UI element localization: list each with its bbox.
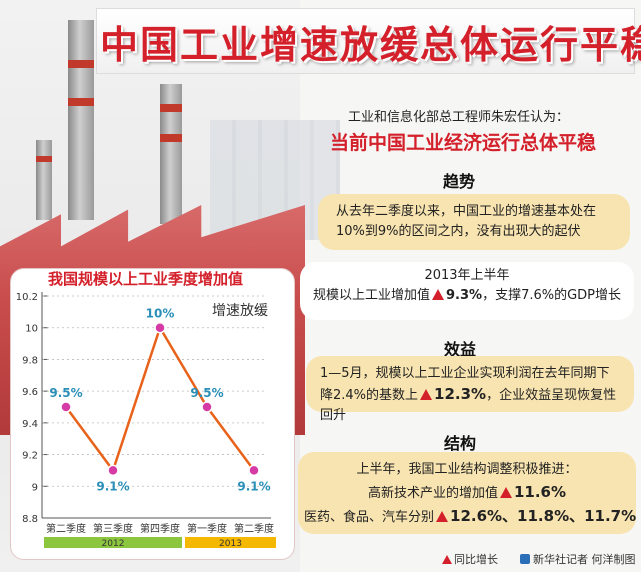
data-point (60, 401, 72, 413)
data-point (154, 321, 166, 334)
chimney-center (160, 84, 182, 224)
intro-line-1: 工业和信息化部总工程师朱宏任认为： (348, 110, 570, 125)
y-tick-label: 8.8 (22, 514, 38, 525)
h1-2013-text-after: ，支撑7.6%的GDP增长 (482, 288, 622, 303)
chart-subtitle: 增速放缓 (212, 303, 268, 319)
up-arrow-icon (499, 487, 512, 498)
data-label: 10% (146, 307, 175, 321)
benefit-heading: 效益 (444, 340, 477, 359)
trend-card: 从去年二季度以来，中国工业的增速基本处在10%到9%的区间之内，没有出现大的起伏 (318, 194, 630, 250)
year-band (185, 537, 276, 548)
trend-text: 从去年二季度以来，中国工业的增速基本处在10%到9%的区间之内，没有出现大的起伏 (336, 204, 597, 239)
up-arrow-icon (442, 555, 452, 564)
data-label: 9.5% (190, 386, 223, 400)
structure-line-2: 高新技术产业的增加值 11.6% (304, 481, 630, 505)
year-band (44, 537, 182, 548)
structure-heading: 结构 (444, 434, 477, 453)
chimney-small (36, 140, 52, 220)
data-label: 9.5% (49, 386, 82, 400)
benefit-text-before: 1—5月，规模以上工业企业实现利润在去年同期下降2.4%的基数上 (320, 366, 610, 403)
title-banner (96, 8, 635, 74)
chimney-left (68, 20, 94, 220)
data-point (107, 464, 119, 477)
legend-up-text: 同比增长 (454, 553, 498, 566)
data-label: 9.1% (237, 479, 270, 493)
structure-line-3: 医药、食品、汽车分别 12.6%、11.8%、11.7% (304, 505, 636, 529)
benefit-card: 1—5月，规模以上工业企业实现利润在去年同期下降2.4%的基数上 12.3%，企业… (306, 356, 634, 423)
x-tick-label: 第四季度 (140, 522, 180, 535)
intro-line-2: 当前中国工业经济运行总体平稳 (330, 132, 597, 154)
benefit-value: 12.3% (434, 385, 487, 403)
page-title: 中国工业增速放缓总体运行平稳 (100, 23, 641, 67)
h1-2013-line: 规模以上工业增加值 9.3%，支撑7.6%的GDP增长 (308, 286, 626, 306)
structure-line-3-values: 12.6%、11.8%、11.7% (450, 507, 637, 525)
legend-source: 新华社记者 何洋制图 (520, 551, 636, 567)
y-tick-label: 10.2 (16, 292, 38, 303)
year-label: 2013 (219, 539, 242, 549)
y-tick-label: 9.8 (22, 355, 38, 366)
h1-2013-value: 9.3% (446, 288, 483, 303)
h1-2013-heading: 2013年上半年 (424, 268, 510, 283)
y-tick-label: 9.6 (22, 387, 38, 398)
x-tick-label: 第一季度 (187, 522, 227, 535)
y-tick-label: 10 (25, 324, 38, 335)
y-tick-label: 9 (32, 482, 38, 493)
benefit-text-after: ，企业效益呈现恢复性回升 (320, 388, 617, 423)
y-tick-label: 9.4 (22, 419, 38, 430)
legend-up: 同比增长 (440, 551, 498, 567)
structure-line-2-text: 高新技术产业的增加值 (367, 486, 498, 501)
up-arrow-icon (420, 389, 433, 400)
h1-2013-text-before: 规模以上工业增加值 (312, 288, 430, 303)
year-label: 2012 (102, 539, 125, 549)
chart-panel (10, 268, 295, 560)
data-point (201, 401, 213, 413)
source-logo-icon (520, 554, 530, 564)
data-point (248, 464, 260, 477)
x-tick-label: 第二季度 (46, 522, 86, 535)
data-label: 9.1% (96, 479, 129, 493)
x-tick-label: 第三季度 (93, 522, 133, 535)
up-arrow-icon (432, 289, 444, 300)
trend-heading: 趋势 (443, 172, 476, 191)
structure-line-3-text: 医药、食品、汽车分别 (304, 510, 435, 525)
h1-2013-card: 2013年上半年 规模以上工业增加值 9.3%，支撑7.6%的GDP增长 (300, 262, 634, 320)
up-arrow-icon (436, 511, 449, 522)
chart-title: 我国规模以上工业季度增加值 (48, 270, 244, 288)
x-tick-label: 第二季度 (234, 522, 274, 535)
source-text: 新华社记者 何洋制图 (533, 553, 636, 566)
y-tick-label: 9.2 (22, 451, 38, 462)
structure-line-2-value: 11.6% (513, 483, 567, 501)
structure-card: 上半年，我国工业结构调整积极推进： 高新技术产业的增加值 11.6% 医药、食品、… (298, 452, 636, 534)
series-line (64, 324, 256, 474)
structure-line-1: 上半年，我国工业结构调整积极推进： (356, 462, 578, 477)
